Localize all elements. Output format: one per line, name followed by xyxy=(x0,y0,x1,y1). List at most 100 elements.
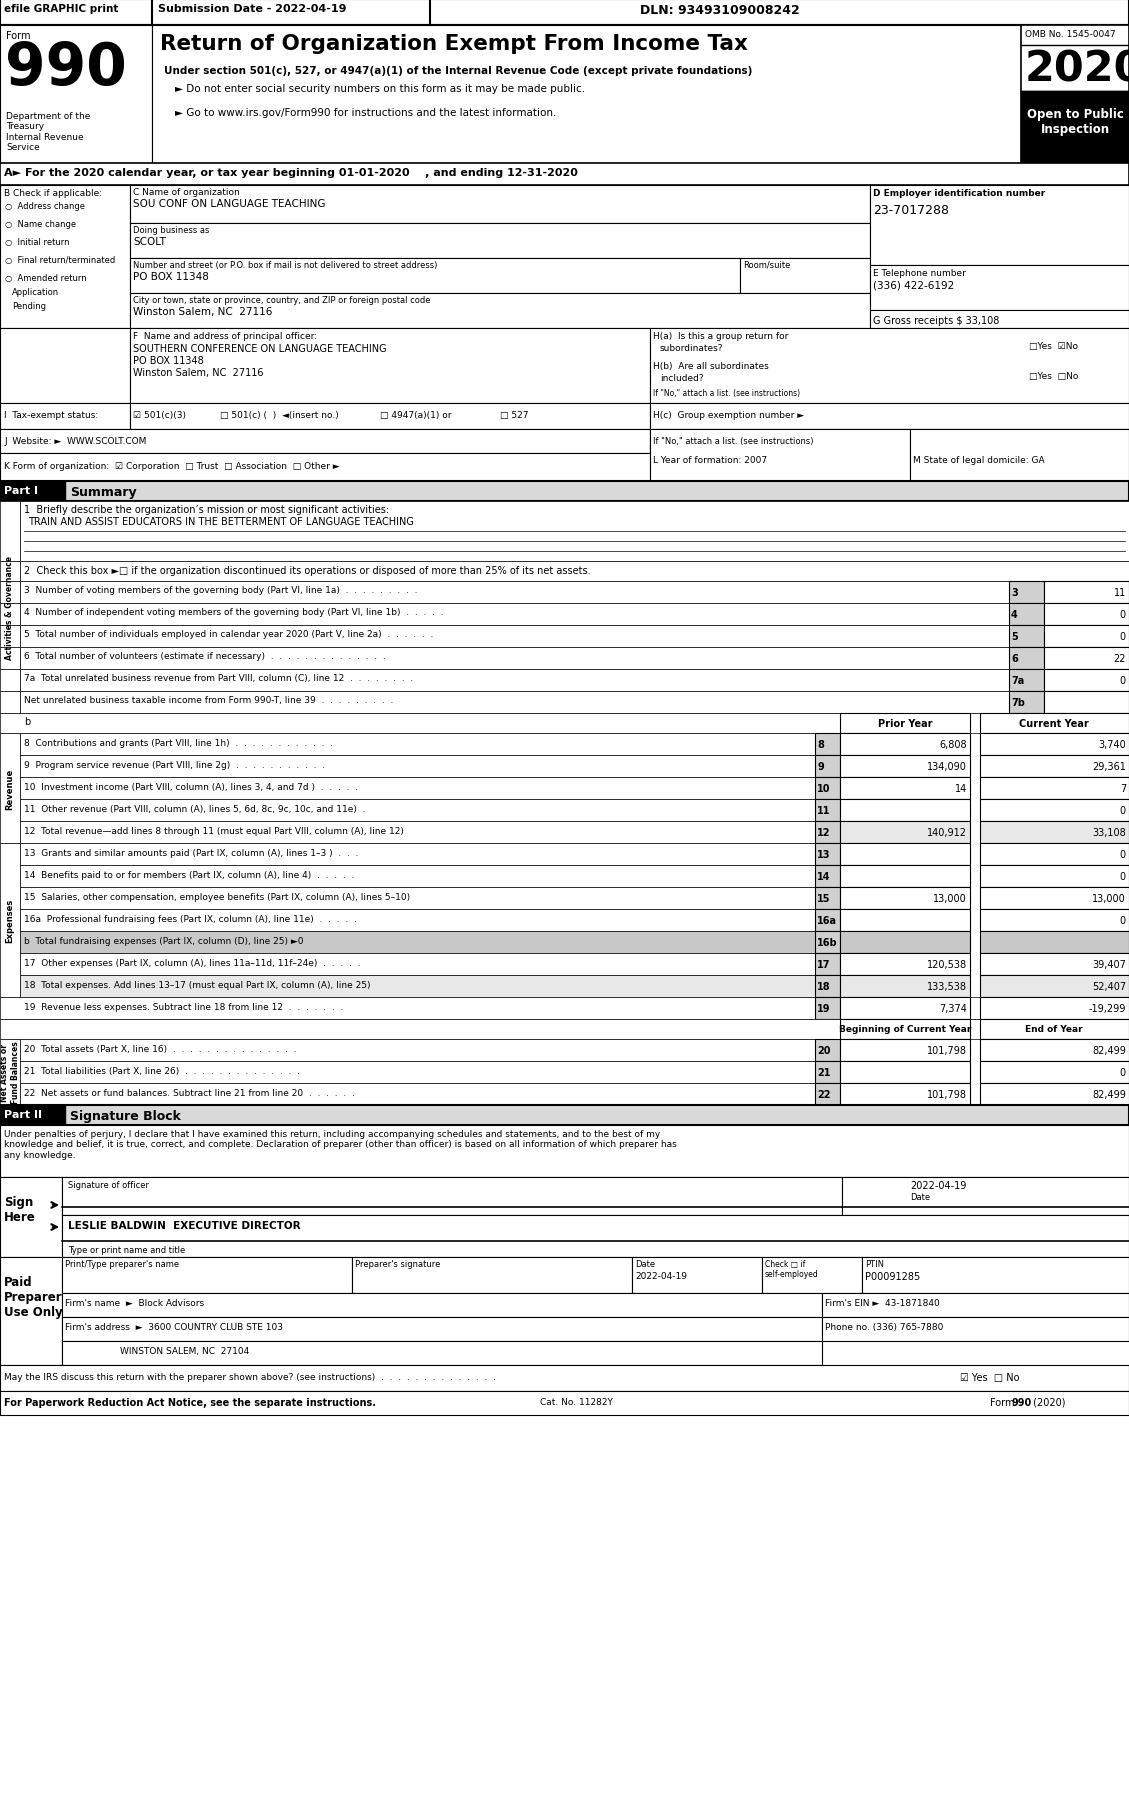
Text: Signature of officer: Signature of officer xyxy=(68,1180,149,1189)
Text: ○  Address change: ○ Address change xyxy=(5,202,85,211)
Bar xyxy=(980,887,1129,909)
Bar xyxy=(815,734,840,755)
Text: Under penalties of perjury, I declare that I have examined this return, includin: Under penalties of perjury, I declare th… xyxy=(5,1129,676,1158)
Text: Prior Year: Prior Year xyxy=(877,719,933,728)
Text: 2022-04-19: 2022-04-19 xyxy=(634,1272,688,1281)
Text: Room/suite: Room/suite xyxy=(743,260,790,269)
Text: PTIN: PTIN xyxy=(865,1259,884,1269)
Text: G Gross receipts $ 33,108: G Gross receipts $ 33,108 xyxy=(873,316,999,325)
Bar xyxy=(20,502,1129,562)
Text: LESLIE BALDWIN  EXECUTIVE DIRECTOR: LESLIE BALDWIN EXECUTIVE DIRECTOR xyxy=(68,1220,300,1231)
Bar xyxy=(870,186,1129,266)
Text: 7a: 7a xyxy=(1010,676,1024,685)
Bar xyxy=(20,822,815,844)
Text: ► Go to www.irs.gov/Form990 for instructions and the latest information.: ► Go to www.irs.gov/Form990 for instruct… xyxy=(175,108,557,117)
Text: SCOLT: SCOLT xyxy=(133,237,166,248)
Text: ○  Amended return: ○ Amended return xyxy=(5,275,87,284)
Bar xyxy=(840,976,970,997)
Bar xyxy=(840,997,970,1019)
Text: 22  Net assets or fund balances. Subtract line 21 from line 20  .  .  .  .  .  .: 22 Net assets or fund balances. Subtract… xyxy=(24,1088,355,1097)
Bar xyxy=(20,866,815,887)
Bar xyxy=(840,1061,970,1084)
Text: 8  Contributions and grants (Part VIII, line 1h)  .  .  .  .  .  .  .  .  .  .  : 8 Contributions and grants (Part VIII, l… xyxy=(24,739,333,748)
Bar xyxy=(815,887,840,909)
Bar xyxy=(840,931,970,954)
Bar xyxy=(632,1258,762,1294)
Bar xyxy=(980,844,1129,866)
Bar xyxy=(840,755,970,777)
Text: 16b: 16b xyxy=(817,938,838,947)
Text: Cat. No. 11282Y: Cat. No. 11282Y xyxy=(540,1397,613,1406)
Bar xyxy=(130,224,870,258)
Text: Signature Block: Signature Block xyxy=(70,1109,181,1122)
Text: End of Year: End of Year xyxy=(1025,1025,1083,1034)
Text: 12  Total revenue—add lines 8 through 11 (must equal Part VIII, column (A), line: 12 Total revenue—add lines 8 through 11 … xyxy=(24,826,404,835)
Bar xyxy=(352,1258,632,1294)
Text: Number and street (or P.O. box if mail is not delivered to street address): Number and street (or P.O. box if mail i… xyxy=(133,260,437,269)
Text: 9: 9 xyxy=(817,761,824,772)
Bar xyxy=(980,1019,1129,1039)
Text: 0: 0 xyxy=(1120,806,1126,815)
Text: Summary: Summary xyxy=(70,486,137,499)
Text: 11  Other revenue (Part VIII, column (A), lines 5, 6d, 8c, 9c, 10c, and 11e)  .: 11 Other revenue (Part VIII, column (A),… xyxy=(24,804,366,813)
Text: 19  Revenue less expenses. Subtract line 18 from line 12  .  .  .  .  .  .  .: 19 Revenue less expenses. Subtract line … xyxy=(24,1003,343,1012)
Text: 13,000: 13,000 xyxy=(1092,893,1126,904)
Bar xyxy=(980,822,1129,844)
Bar xyxy=(650,430,910,482)
Bar xyxy=(20,887,815,909)
Bar xyxy=(980,866,1129,887)
Text: TRAIN AND ASSIST EDUCATORS IN THE BETTERMENT OF LANGUAGE TEACHING: TRAIN AND ASSIST EDUCATORS IN THE BETTER… xyxy=(28,517,414,526)
Bar xyxy=(1044,670,1129,692)
Text: ☑ 501(c)(3): ☑ 501(c)(3) xyxy=(133,410,186,419)
Bar xyxy=(840,866,970,887)
Bar xyxy=(840,714,970,734)
Bar xyxy=(0,844,20,997)
Bar xyxy=(815,866,840,887)
Bar xyxy=(20,931,815,954)
Bar xyxy=(130,186,870,224)
Bar xyxy=(62,1317,822,1341)
Bar xyxy=(840,1019,970,1039)
Bar xyxy=(0,1039,20,1106)
Text: OMB No. 1545-0047: OMB No. 1545-0047 xyxy=(1025,31,1115,40)
Text: 39,407: 39,407 xyxy=(1092,960,1126,970)
Text: SOUTHERN CONFERENCE ON LANGUAGE TEACHING: SOUTHERN CONFERENCE ON LANGUAGE TEACHING xyxy=(133,343,386,354)
Bar xyxy=(815,909,840,931)
Bar xyxy=(20,692,1009,714)
Bar xyxy=(980,799,1129,822)
Bar xyxy=(0,604,20,625)
Bar xyxy=(130,329,650,403)
Bar xyxy=(0,647,20,670)
Text: 21: 21 xyxy=(817,1068,831,1077)
Text: 20  Total assets (Part X, line 16)  .  .  .  .  .  .  .  .  .  .  .  .  .  .  .: 20 Total assets (Part X, line 16) . . . … xyxy=(24,1044,297,1053)
Bar xyxy=(980,909,1129,931)
Bar xyxy=(20,1039,815,1061)
Text: 6,808: 6,808 xyxy=(939,739,968,750)
Text: 7b: 7b xyxy=(1010,698,1025,708)
Text: 134,090: 134,090 xyxy=(927,761,968,772)
Text: Firm's EIN ►  43-1871840: Firm's EIN ► 43-1871840 xyxy=(825,1297,939,1306)
Bar xyxy=(870,266,1129,311)
Bar xyxy=(815,954,840,976)
Text: P00091285: P00091285 xyxy=(865,1272,920,1281)
Text: 0: 0 xyxy=(1120,916,1126,925)
Text: ○  Final return/terminated: ○ Final return/terminated xyxy=(5,257,115,266)
Bar xyxy=(840,734,970,755)
Bar xyxy=(20,909,815,931)
Text: Application: Application xyxy=(12,287,59,296)
Text: Firm's name  ►  Block Advisors: Firm's name ► Block Advisors xyxy=(65,1297,204,1306)
Bar xyxy=(910,430,1129,482)
Text: -19,299: -19,299 xyxy=(1088,1003,1126,1014)
Bar xyxy=(815,997,840,1019)
Text: 7,374: 7,374 xyxy=(939,1003,968,1014)
Text: C Name of organization: C Name of organization xyxy=(133,188,239,197)
Text: Form: Form xyxy=(990,1397,1017,1408)
Bar xyxy=(815,799,840,822)
Text: L Year of formation: 2007: L Year of formation: 2007 xyxy=(653,455,767,464)
Text: □ 4947(a)(1) or: □ 4947(a)(1) or xyxy=(380,410,452,419)
Bar xyxy=(1009,604,1044,625)
Bar xyxy=(980,931,1129,954)
Text: ☑ Yes  □ No: ☑ Yes □ No xyxy=(960,1372,1019,1382)
Text: If "No," attach a list. (see instructions): If "No," attach a list. (see instruction… xyxy=(653,437,814,446)
Bar xyxy=(0,1391,1129,1415)
